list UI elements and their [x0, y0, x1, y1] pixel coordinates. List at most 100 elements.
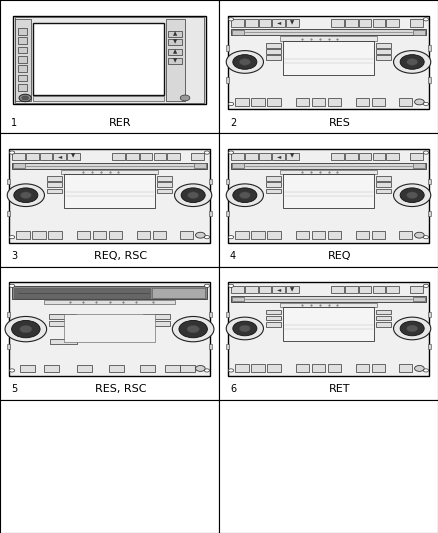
- Bar: [331, 286, 344, 293]
- Bar: [280, 169, 377, 174]
- Circle shape: [229, 151, 234, 154]
- Bar: [345, 19, 357, 27]
- Circle shape: [414, 232, 424, 238]
- Bar: [209, 312, 212, 317]
- Bar: [9, 282, 210, 376]
- Bar: [272, 152, 285, 160]
- Bar: [14, 288, 150, 298]
- Bar: [228, 16, 429, 109]
- Bar: [328, 231, 341, 239]
- Circle shape: [14, 188, 38, 203]
- Bar: [372, 231, 385, 239]
- Circle shape: [423, 151, 428, 154]
- Bar: [226, 344, 229, 349]
- Circle shape: [19, 94, 32, 102]
- Bar: [180, 365, 195, 373]
- Bar: [12, 152, 25, 160]
- Bar: [232, 164, 244, 168]
- Bar: [372, 98, 385, 106]
- Bar: [18, 28, 27, 35]
- Bar: [272, 286, 285, 293]
- Bar: [286, 152, 299, 160]
- Circle shape: [229, 102, 234, 106]
- Circle shape: [226, 184, 263, 207]
- Bar: [15, 17, 204, 102]
- Bar: [44, 300, 175, 304]
- Bar: [226, 45, 229, 51]
- Circle shape: [195, 366, 205, 372]
- Text: ◄: ◄: [58, 154, 62, 159]
- Circle shape: [204, 236, 209, 239]
- Bar: [140, 365, 155, 373]
- Circle shape: [414, 366, 424, 372]
- Circle shape: [229, 18, 234, 21]
- Circle shape: [400, 55, 424, 69]
- Bar: [18, 75, 27, 82]
- Circle shape: [7, 184, 45, 207]
- Bar: [64, 174, 155, 208]
- Bar: [194, 164, 206, 168]
- Bar: [266, 176, 281, 181]
- Bar: [209, 179, 212, 184]
- Bar: [413, 164, 425, 168]
- Bar: [232, 30, 244, 35]
- Circle shape: [195, 232, 205, 238]
- Bar: [245, 19, 258, 27]
- Bar: [376, 49, 391, 54]
- Bar: [251, 231, 265, 239]
- Circle shape: [181, 188, 205, 203]
- Bar: [266, 316, 281, 320]
- Bar: [109, 365, 124, 373]
- Bar: [296, 231, 309, 239]
- Bar: [7, 211, 10, 216]
- Circle shape: [10, 151, 14, 154]
- Bar: [376, 310, 391, 314]
- Bar: [17, 231, 30, 239]
- Bar: [166, 19, 185, 101]
- Bar: [372, 365, 385, 373]
- Bar: [12, 163, 207, 168]
- Bar: [296, 98, 309, 106]
- Bar: [267, 365, 281, 373]
- Bar: [428, 344, 431, 349]
- Bar: [410, 19, 423, 27]
- Bar: [399, 231, 412, 239]
- Circle shape: [423, 236, 428, 239]
- Bar: [26, 152, 39, 160]
- Bar: [77, 365, 92, 373]
- Bar: [359, 19, 371, 27]
- Bar: [266, 55, 281, 60]
- Bar: [356, 365, 370, 373]
- Bar: [413, 297, 425, 301]
- Circle shape: [423, 284, 428, 287]
- Bar: [33, 23, 164, 95]
- Circle shape: [423, 369, 428, 372]
- Bar: [12, 286, 207, 299]
- Circle shape: [188, 192, 199, 199]
- Text: RES: RES: [328, 118, 350, 128]
- Circle shape: [5, 317, 46, 342]
- Bar: [345, 286, 357, 293]
- Bar: [231, 163, 426, 168]
- Bar: [226, 211, 229, 216]
- Bar: [231, 286, 244, 293]
- Circle shape: [179, 320, 208, 338]
- Circle shape: [10, 284, 14, 287]
- Bar: [50, 339, 77, 344]
- Bar: [231, 29, 426, 35]
- Circle shape: [11, 320, 40, 338]
- Bar: [245, 152, 258, 160]
- Circle shape: [400, 188, 424, 203]
- Bar: [7, 312, 10, 317]
- Bar: [266, 182, 281, 187]
- Bar: [7, 344, 10, 349]
- Circle shape: [10, 236, 14, 239]
- Bar: [331, 19, 344, 27]
- Bar: [311, 231, 325, 239]
- Circle shape: [180, 95, 190, 101]
- Bar: [167, 152, 180, 160]
- Text: RER: RER: [109, 118, 132, 128]
- Bar: [266, 322, 281, 327]
- Text: ◄: ◄: [277, 20, 281, 26]
- Bar: [356, 98, 370, 106]
